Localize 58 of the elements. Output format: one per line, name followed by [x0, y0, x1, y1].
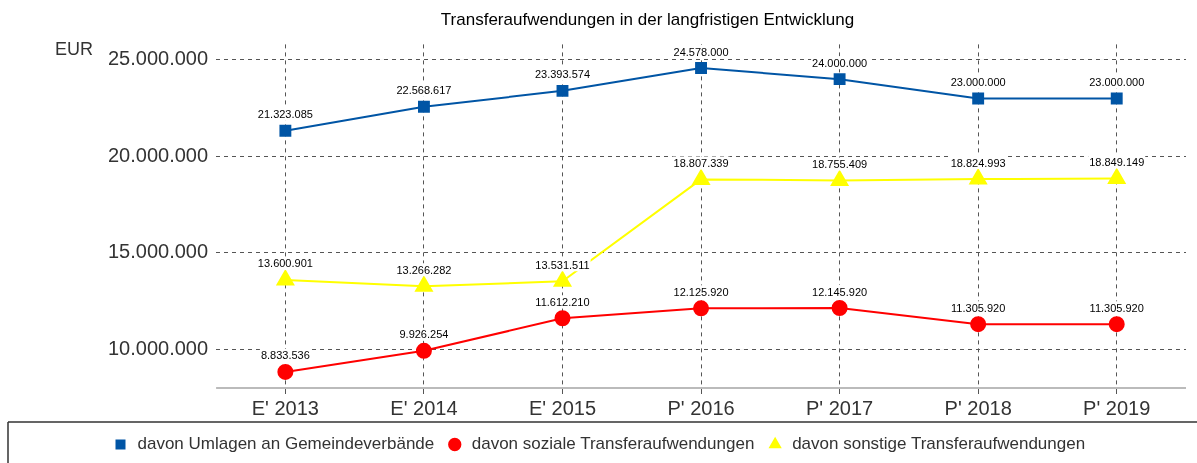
x-tick-label: P' 2016 — [667, 396, 735, 419]
point — [1107, 168, 1126, 185]
point — [277, 363, 294, 380]
point — [279, 124, 292, 137]
data-label: 11.305.920 — [951, 301, 1006, 314]
data-label: 13.531.511 — [535, 258, 590, 271]
point — [692, 169, 710, 185]
legend-label: davon soziale Transferaufwendungen — [471, 434, 755, 454]
chart-title: Transferaufwendungen in der langfristigen Entwicklung — [440, 9, 855, 29]
point — [970, 316, 987, 333]
point — [553, 271, 572, 287]
data-label: 12.125.920 — [673, 285, 729, 298]
data-label: 22.568.617 — [396, 84, 452, 97]
x-tick-label: P' 2018 — [944, 396, 1012, 419]
data-label: 12.145.920 — [812, 285, 868, 298]
point — [972, 92, 985, 105]
data-label: 13.600.901 — [257, 257, 313, 270]
point — [1108, 316, 1125, 333]
point — [417, 100, 430, 113]
data-label: 13.266.282 — [396, 263, 452, 276]
data-label: 9.926.254 — [399, 328, 449, 341]
data-label: 24.000.000 — [812, 56, 868, 69]
x-tick-label: E' 2015 — [528, 396, 597, 419]
data-label: 8.833.536 — [260, 349, 310, 362]
point — [693, 300, 710, 317]
point — [695, 62, 707, 74]
data-label: 23.000.000 — [1089, 75, 1145, 88]
data-label: 18.755.409 — [812, 157, 868, 170]
point — [1110, 92, 1123, 105]
x-tick-label: P' 2017 — [806, 396, 874, 419]
data-label: 24.578.000 — [673, 45, 729, 58]
y-tick-label: 15.000.000 — [107, 240, 209, 263]
x-tick-label: P' 2019 — [1083, 396, 1151, 419]
data-label: 18.807.339 — [673, 156, 729, 169]
point — [415, 342, 432, 359]
data-label: 11.612.210 — [535, 295, 590, 308]
point — [415, 276, 433, 292]
point — [969, 169, 987, 185]
legend-label: davon Umlagen an Gemeindeverbände — [137, 434, 435, 454]
point — [554, 310, 571, 327]
data-label: 18.824.993 — [950, 156, 1006, 169]
y-tick-label: 25.000.000 — [107, 47, 209, 70]
data-label: 18.849.149 — [1089, 156, 1145, 169]
x-tick-label: E' 2014 — [390, 396, 458, 419]
point — [833, 73, 846, 86]
point — [831, 299, 848, 316]
data-label: 23.393.574 — [534, 68, 591, 81]
point — [830, 170, 849, 186]
y-tick-label: 20.000.000 — [107, 143, 209, 166]
x-tick-label: E' 2013 — [251, 396, 319, 419]
data-label: 21.323.085 — [257, 108, 313, 121]
y-axis-title: EUR — [55, 38, 94, 59]
legend-label: davon sonstige Transferaufwendungen — [792, 434, 1086, 454]
y-tick-label: 10.000.000 — [107, 336, 209, 359]
point — [276, 269, 295, 286]
data-label: 23.000.000 — [950, 75, 1006, 88]
data-label: 11.305.920 — [1089, 301, 1144, 314]
point — [556, 84, 569, 97]
